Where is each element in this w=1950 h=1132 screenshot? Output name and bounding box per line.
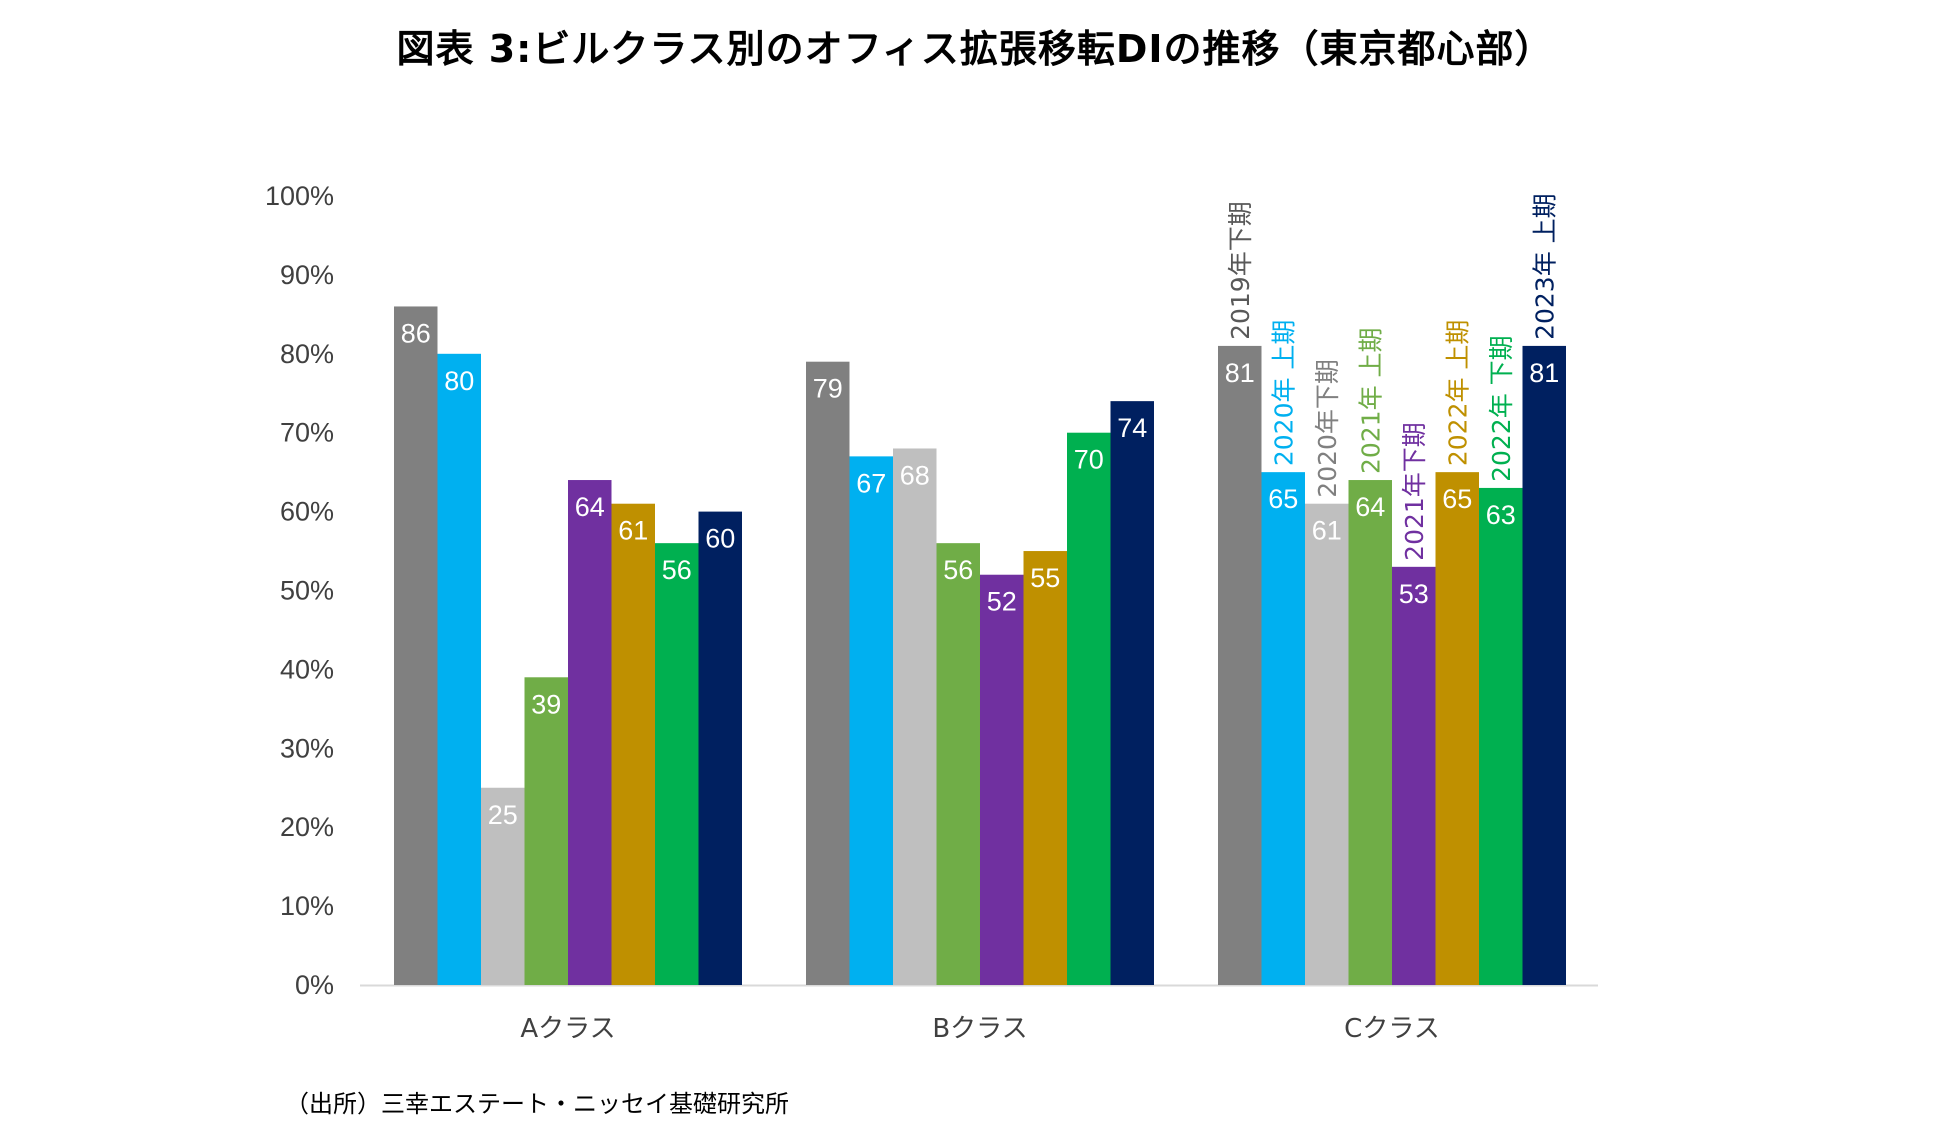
data-label: 74: [1117, 413, 1147, 443]
bar: [1392, 566, 1436, 985]
data-label: 25: [488, 800, 518, 830]
data-label: 56: [662, 555, 692, 585]
series-label: 2021年 上期: [1356, 327, 1385, 474]
bar: [1067, 432, 1111, 985]
y-tick-label: 30%: [280, 733, 334, 763]
bar: [568, 480, 612, 985]
data-label: 61: [618, 516, 648, 546]
y-tick-label: 20%: [280, 812, 334, 842]
data-label: 60: [705, 524, 735, 554]
data-label: 70: [1074, 445, 1104, 475]
series-label: 2022年 上期: [1443, 320, 1472, 467]
x-tick-label: Cクラス: [1344, 1014, 1440, 1044]
series-label: 2022年 下期: [1487, 335, 1516, 482]
bar: [394, 306, 438, 986]
y-tick-label: 0%: [295, 970, 334, 1000]
series-label: 2020年 上期: [1269, 320, 1298, 467]
y-tick-label: 70%: [280, 418, 334, 448]
series-label: 2020年下期: [1313, 359, 1342, 498]
y-tick-label: 100%: [265, 181, 334, 211]
bar: [980, 574, 1024, 985]
series-label: 2019年下期: [1226, 201, 1255, 340]
source-note: （出所）三幸エステート・ニッセイ基礎研究所: [285, 1090, 789, 1118]
data-label: 52: [987, 587, 1017, 617]
bar: [611, 503, 655, 985]
x-tick-label: Aクラス: [520, 1014, 615, 1044]
bar: [524, 677, 568, 985]
data-label: 79: [813, 374, 843, 404]
series-label: 2023年 上期: [1530, 193, 1559, 340]
bar: [1110, 401, 1154, 985]
data-label: 61: [1312, 516, 1342, 546]
data-label: 64: [1355, 492, 1385, 522]
bar: [806, 361, 850, 985]
bar: [481, 787, 525, 985]
y-tick-label: 90%: [280, 260, 334, 290]
data-label: 80: [444, 366, 474, 396]
bar: [849, 456, 893, 985]
bar: [1348, 480, 1392, 985]
data-label: 65: [1268, 484, 1298, 514]
series-label: 2021年下期: [1400, 422, 1429, 561]
y-tick-label: 10%: [280, 891, 334, 921]
data-label: 68: [900, 460, 930, 490]
x-tick-label: Bクラス: [932, 1014, 1027, 1044]
bar: [437, 353, 481, 985]
y-tick-label: 50%: [280, 576, 334, 606]
bar: [655, 543, 699, 985]
data-label: 86: [401, 318, 431, 348]
data-label: 56: [943, 555, 973, 585]
bar: [1261, 472, 1305, 985]
bar: [1023, 551, 1067, 985]
bar: [1218, 345, 1262, 985]
bar: [1435, 472, 1479, 985]
data-label: 39: [531, 689, 561, 719]
bar: [936, 543, 980, 985]
data-label: 81: [1529, 358, 1559, 388]
data-label: 81: [1225, 358, 1255, 388]
bar: [1522, 345, 1566, 985]
bar: [698, 511, 742, 985]
data-label: 63: [1486, 500, 1516, 530]
chart-title: 図表 3:ビルクラス別のオフィス拡張移転DIの推移（東京都心部）: [396, 27, 1554, 71]
data-label: 67: [856, 468, 886, 498]
data-label: 64: [575, 492, 605, 522]
bar: [1479, 487, 1523, 985]
bar: [893, 448, 937, 986]
data-label: 55: [1030, 563, 1060, 593]
data-label: 65: [1442, 484, 1472, 514]
y-tick-label: 60%: [280, 497, 334, 527]
y-tick-label: 40%: [280, 654, 334, 684]
bar: [1305, 503, 1349, 985]
data-label: 53: [1399, 579, 1429, 609]
y-tick-label: 80%: [280, 339, 334, 369]
